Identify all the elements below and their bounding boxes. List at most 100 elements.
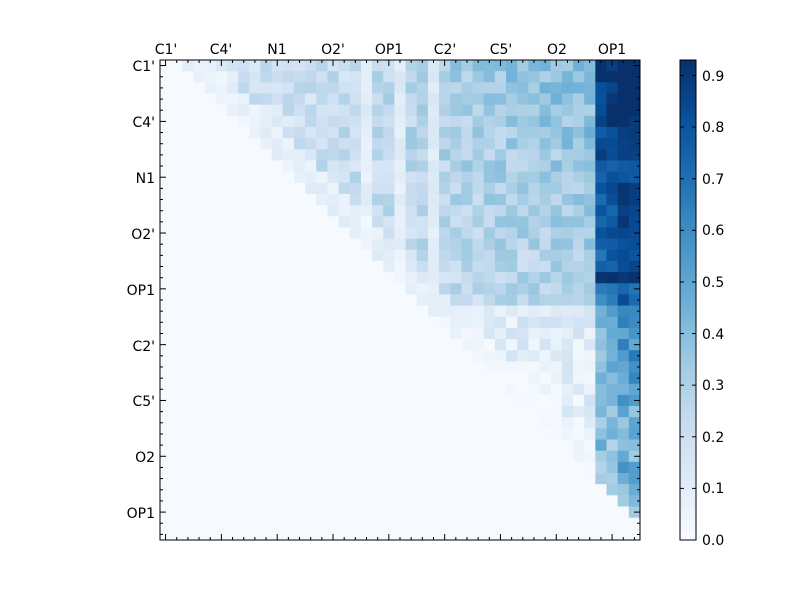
heatmap-cell <box>584 104 596 117</box>
heatmap-cell <box>349 305 362 318</box>
heatmap-cell <box>494 350 507 362</box>
colorbar-tick-label: 0.2 <box>702 430 724 446</box>
heatmap-cell <box>405 294 418 306</box>
heatmap-cell <box>584 350 596 362</box>
heatmap-cell <box>316 461 328 474</box>
heatmap-cell <box>427 439 440 452</box>
heatmap-cell <box>427 160 440 173</box>
heatmap-cell <box>349 327 362 340</box>
heatmap-cell <box>204 126 217 139</box>
heatmap-cell <box>439 182 451 195</box>
heatmap-cell <box>450 238 462 251</box>
heatmap-cell <box>338 182 351 195</box>
heatmap-cell <box>606 249 619 262</box>
heatmap-cell <box>416 495 429 507</box>
heatmap-cell <box>316 104 328 117</box>
heatmap-cell <box>595 82 607 94</box>
heatmap-cell <box>360 406 373 418</box>
x-axis-ticks <box>165 60 635 540</box>
heatmap-cell <box>561 115 574 128</box>
heatmap-cell <box>249 339 261 351</box>
heatmap-cell <box>561 216 574 228</box>
heatmap-cell <box>238 138 250 150</box>
heatmap-cell <box>439 473 451 485</box>
y-axis-ticks <box>160 65 640 535</box>
heatmap-cell <box>171 406 183 418</box>
heatmap-cell <box>506 82 518 94</box>
heatmap-cell <box>394 238 406 251</box>
heatmap-cell <box>550 82 563 94</box>
heatmap-cell <box>238 193 250 206</box>
heatmap-cell <box>260 484 273 496</box>
heatmap-cell <box>472 450 485 463</box>
heatmap-cell <box>595 372 607 385</box>
heatmap-cell <box>372 372 384 385</box>
heatmap-cell <box>193 350 206 362</box>
heatmap-cell <box>617 260 630 273</box>
heatmap-cell <box>249 484 261 496</box>
heatmap-cell <box>405 383 418 396</box>
heatmap-cell <box>171 383 183 396</box>
heatmap-cell <box>405 272 418 284</box>
heatmap-cell <box>517 495 529 507</box>
heatmap-cell <box>617 517 630 530</box>
heatmap-cell <box>483 439 496 452</box>
heatmap-cell <box>327 138 340 150</box>
heatmap-cell <box>494 82 507 94</box>
heatmap-cell <box>171 149 183 161</box>
heatmap-cell <box>461 383 473 396</box>
heatmap-cell <box>539 272 552 284</box>
heatmap-cell <box>573 361 585 373</box>
heatmap-cell <box>260 126 273 139</box>
heatmap-cell <box>383 115 395 128</box>
heatmap-cell <box>226 104 239 117</box>
heatmap-cell <box>260 205 273 217</box>
heatmap-cell <box>160 484 172 496</box>
heatmap-cell <box>528 294 540 306</box>
heatmap-cell <box>461 294 473 306</box>
heatmap-cell <box>472 238 485 251</box>
heatmap-cell <box>628 193 641 206</box>
heatmap-cell <box>249 417 261 429</box>
heatmap-cell <box>584 517 596 530</box>
heatmap-cell <box>360 60 373 72</box>
heatmap-cell <box>517 93 529 106</box>
heatmap-cell <box>573 495 585 507</box>
heatmap-cell <box>327 182 340 195</box>
heatmap-cell <box>573 138 585 150</box>
heatmap-cell <box>439 439 451 452</box>
heatmap-cell <box>595 361 607 373</box>
heatmap-cell <box>550 383 563 396</box>
heatmap-cell <box>160 372 172 385</box>
heatmap-cell <box>171 294 183 306</box>
heatmap-cell <box>439 71 451 83</box>
heatmap-cell <box>450 260 462 273</box>
heatmap-cell <box>494 238 507 251</box>
heatmap-cell <box>316 305 328 318</box>
heatmap-cell <box>595 350 607 362</box>
heatmap-cell <box>171 82 183 94</box>
heatmap-cell <box>517 283 529 295</box>
heatmap-cell <box>260 171 273 184</box>
heatmap-cell <box>550 126 563 139</box>
heatmap-cell <box>483 182 496 195</box>
heatmap-cell <box>405 115 418 128</box>
heatmap-cell <box>360 149 373 161</box>
heatmap-cell <box>427 417 440 429</box>
heatmap-cell <box>338 115 351 128</box>
heatmap-cell <box>494 417 507 429</box>
heatmap-cell <box>517 82 529 94</box>
heatmap-cell <box>494 473 507 485</box>
heatmap-cell <box>327 350 340 362</box>
heatmap-cell <box>416 428 429 440</box>
heatmap-cell <box>338 104 351 117</box>
heatmap-cell <box>450 60 462 72</box>
heatmap-cell <box>293 171 306 184</box>
heatmap-cell <box>617 272 630 284</box>
heatmap-cell <box>260 283 273 295</box>
heatmap-cell <box>416 60 429 72</box>
heatmap-cell <box>338 394 351 407</box>
heatmap-cell <box>416 193 429 206</box>
heatmap-cell <box>316 517 328 530</box>
heatmap-cell <box>316 126 328 139</box>
